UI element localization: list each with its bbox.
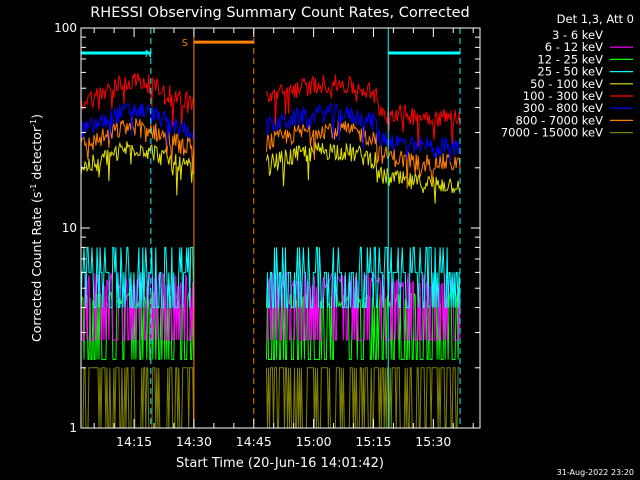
plot-series xyxy=(80,72,461,429)
legend-label: 300 - 800 keV xyxy=(523,101,603,115)
legend-label: 7000 - 15000 keV xyxy=(501,126,603,140)
x-tick-label: 14:15 xyxy=(116,434,152,449)
series-line xyxy=(80,246,461,309)
x-tick-label: 14:45 xyxy=(236,434,272,449)
series-line xyxy=(80,141,461,204)
flag-label: N xyxy=(145,49,152,60)
plot-overlays: NS xyxy=(81,28,461,428)
y-tick-label: 100 xyxy=(54,21,77,35)
legend-header: Det 1,3, Att 0 xyxy=(557,12,634,26)
legend-label: 50 - 100 keV xyxy=(530,77,603,91)
y-tick-label: 10 xyxy=(62,221,77,235)
legend-label: 12 - 25 keV xyxy=(537,52,603,66)
x-tick-label: 14:30 xyxy=(176,434,212,449)
flag-label: S xyxy=(182,38,188,49)
series-line xyxy=(80,102,461,162)
legend-label: 100 - 300 keV xyxy=(523,89,603,103)
chart-title: RHESSI Observing Summary Count Rates, Co… xyxy=(90,5,470,21)
y-tick-label: 1 xyxy=(69,421,77,435)
legend-label: 800 - 7000 keV xyxy=(515,113,603,127)
series-line xyxy=(80,72,461,147)
legend-label: 6 - 12 keV xyxy=(545,40,603,54)
footer-date: 31-Aug-2022 23:20 xyxy=(557,468,634,477)
legend-label: 25 - 50 keV xyxy=(537,65,603,79)
x-tick-label: 15:30 xyxy=(415,434,451,449)
x-axis-label: Start Time (20-Jun-16 14:01:42) xyxy=(176,456,384,471)
legend-label: 3 - 6 keV xyxy=(552,28,603,42)
series-line xyxy=(80,117,461,189)
y-axis-label: Corrected Count Rate (s-1 detector-1) xyxy=(29,114,44,342)
x-tick-label: 15:00 xyxy=(296,434,332,449)
axis-ticks: 1 10 100 14:15 14:30 14:45 15:00 15:15 15:30 xyxy=(54,21,480,449)
x-tick-label: 15:15 xyxy=(355,434,391,449)
